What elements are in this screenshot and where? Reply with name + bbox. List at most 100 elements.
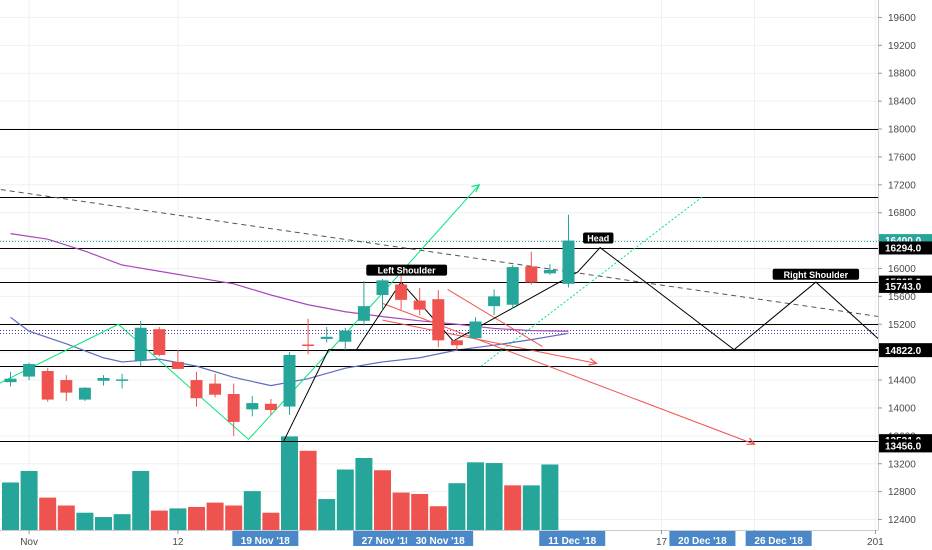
candle-body bbox=[339, 330, 352, 342]
trend-arrowhead bbox=[588, 357, 598, 366]
candle-body bbox=[543, 269, 556, 274]
candle-body bbox=[97, 377, 110, 381]
trend-arrowhead bbox=[746, 437, 756, 445]
volume-bar bbox=[448, 483, 466, 530]
price-tag-bg bbox=[879, 439, 932, 453]
volume-bar bbox=[188, 506, 205, 530]
annotation-label: Head bbox=[587, 234, 609, 244]
trend-line bbox=[0, 188, 904, 321]
volume-bar bbox=[522, 485, 540, 530]
candle-body bbox=[264, 403, 277, 411]
candle-body bbox=[506, 267, 519, 305]
time-tick-label: 201 bbox=[867, 537, 884, 548]
candle-body bbox=[562, 240, 575, 284]
candle-body bbox=[190, 380, 203, 399]
volume-bars bbox=[2, 436, 559, 530]
trend-arrowhead bbox=[471, 183, 481, 193]
price-tag-label: 14822.0 bbox=[885, 346, 922, 357]
price-tick-label: 14000 bbox=[888, 403, 916, 414]
candle-body bbox=[227, 394, 240, 422]
price-tag-bg bbox=[879, 279, 932, 293]
date-tag-label: 11 Dec '18 bbox=[548, 536, 596, 547]
price-tick-label: 18800 bbox=[888, 69, 916, 80]
price-tag-label: 15743.0 bbox=[885, 282, 922, 293]
price-tick-label: 12800 bbox=[888, 487, 916, 498]
price-axis[interactable]: 1240012800132001360014000144001480015200… bbox=[878, 0, 932, 550]
candle-body bbox=[209, 383, 222, 395]
price-tick-label: 18000 bbox=[888, 125, 916, 136]
candlesticks bbox=[4, 214, 575, 436]
price-tag-label: 13456.0 bbox=[885, 441, 922, 452]
volume-bar bbox=[113, 514, 131, 530]
date-tag-label: 30 Nov '18 bbox=[416, 536, 466, 547]
candle-body bbox=[4, 378, 17, 383]
candle-body bbox=[413, 300, 426, 310]
candle-body bbox=[171, 361, 184, 369]
volume-bar bbox=[541, 464, 559, 530]
price-tick-label: 14400 bbox=[888, 376, 916, 387]
date-tag-label: 20 Dec '18 bbox=[678, 536, 727, 547]
candle-body bbox=[283, 354, 296, 407]
candle-body bbox=[525, 266, 538, 283]
date-tag-label: 26 Dec '18 bbox=[754, 536, 803, 547]
candle-body bbox=[469, 321, 482, 339]
date-tag-bg bbox=[539, 531, 606, 546]
volume-bar bbox=[485, 463, 503, 530]
volume-bar bbox=[299, 450, 317, 530]
candle-body bbox=[246, 403, 259, 410]
volume-bar bbox=[262, 512, 280, 530]
volume-bar bbox=[95, 517, 112, 530]
volume-bar bbox=[132, 470, 150, 530]
volume-bar bbox=[76, 512, 94, 530]
price-tag-bg bbox=[879, 344, 932, 358]
candle-body bbox=[302, 344, 315, 346]
candle-body bbox=[60, 380, 73, 393]
pattern-annotations: Left Shoulder Head Right Shoulder bbox=[366, 232, 860, 280]
date-tag-bg bbox=[407, 531, 474, 546]
volume-bar bbox=[318, 499, 336, 530]
candle-body bbox=[450, 340, 463, 346]
volume-bar bbox=[57, 505, 75, 530]
candle-body bbox=[432, 299, 445, 341]
annotation-label-bg bbox=[772, 268, 860, 280]
date-tag-bg bbox=[353, 531, 420, 546]
volume-bar bbox=[150, 510, 168, 530]
volume-bar bbox=[467, 462, 484, 530]
price-tick-label: 12400 bbox=[888, 515, 916, 526]
candle-body bbox=[395, 284, 408, 300]
volume-bar bbox=[336, 469, 354, 530]
date-tag-bg bbox=[669, 531, 736, 546]
candle-body bbox=[376, 280, 389, 295]
volume-bar bbox=[355, 458, 373, 530]
horizontal-levels bbox=[0, 129, 878, 442]
volume-bar bbox=[411, 494, 429, 530]
trend-line bbox=[382, 319, 597, 364]
volume-bar bbox=[20, 470, 38, 530]
annotation-label: Left Shoulder bbox=[378, 266, 436, 276]
volume-bar bbox=[225, 505, 243, 530]
candle-body bbox=[134, 327, 147, 361]
trendlines bbox=[0, 183, 904, 445]
price-tick-label: 15600 bbox=[888, 292, 916, 303]
candle-body bbox=[320, 336, 333, 339]
trend-line bbox=[0, 184, 480, 441]
moving-average-line bbox=[10, 316, 569, 387]
price-tick-label: 17200 bbox=[888, 180, 916, 191]
price-tag-bg bbox=[879, 241, 932, 255]
date-tag-bg bbox=[232, 531, 299, 546]
price-tick-label: 19600 bbox=[888, 13, 916, 24]
head-and-shoulders-line bbox=[283, 246, 891, 441]
price-tick-label: 16800 bbox=[888, 208, 916, 219]
candle-body bbox=[153, 329, 166, 355]
date-tag-label: 19 Nov '18 bbox=[241, 536, 291, 547]
volume-bar bbox=[206, 502, 224, 530]
candle-body bbox=[41, 371, 54, 400]
time-tick-label: Nov bbox=[20, 537, 38, 548]
date-tag-label: 27 Nov '18 bbox=[362, 536, 412, 547]
volume-bar bbox=[504, 485, 522, 530]
volume-bar bbox=[169, 508, 187, 530]
price-tag-label: 16294.0 bbox=[885, 243, 922, 254]
candle-body bbox=[357, 306, 370, 321]
